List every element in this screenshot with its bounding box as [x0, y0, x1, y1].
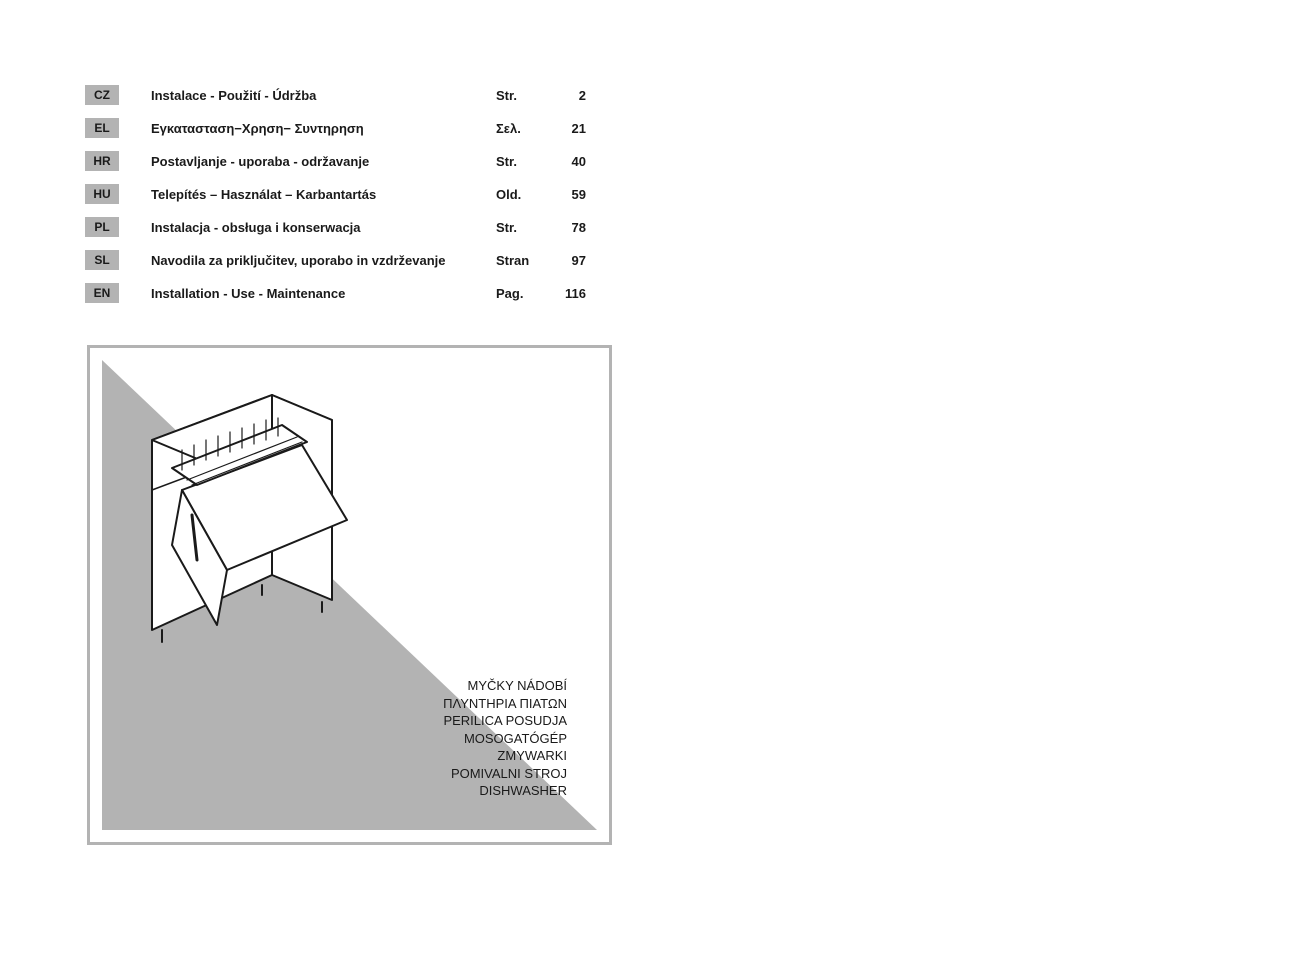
- lang-badge: SL: [85, 250, 119, 270]
- lang-badge: EN: [85, 283, 119, 303]
- toc-table: CZ Instalace - Použití - Údržba Str. 2 E…: [85, 85, 615, 316]
- toc-title: Instalacja - obsługa i konserwacja: [151, 220, 496, 235]
- toc-pagenum: 97: [551, 253, 586, 268]
- toc-title: Telepítés – Használat – Karbantartás: [151, 187, 496, 202]
- lang-badge: HR: [85, 151, 119, 171]
- product-name: POMIVALNI STROJ: [443, 765, 567, 783]
- product-name: MYČKY NÁDOBÍ: [443, 677, 567, 695]
- toc-title: Navodila za priključitev, uporabo in vzd…: [151, 253, 496, 268]
- toc-pagenum: 78: [551, 220, 586, 235]
- toc-pageword: Str.: [496, 154, 551, 169]
- product-name: ΠΛΥΝΤΗΡΙΑ ΠΙΑΤΩΝ: [443, 695, 567, 713]
- product-name: DISHWASHER: [443, 782, 567, 800]
- illustration-box: MYČKY NÁDOBÍ ΠΛΥΝΤΗΡΙΑ ΠΙΑΤΩΝ PERILICA P…: [87, 345, 612, 845]
- toc-title: Instalace - Použití - Údržba: [151, 88, 496, 103]
- toc-pageword: Str.: [496, 220, 551, 235]
- toc-row: PL Instalacja - obsługa i konserwacja St…: [85, 217, 615, 237]
- toc-row: EL Εγκατασταση−Χρηση− Συντηρηση Σελ. 21: [85, 118, 615, 138]
- toc-pageword: Pag.: [496, 286, 551, 301]
- toc-row: HU Telepítés – Használat – Karbantartás …: [85, 184, 615, 204]
- toc-pagenum: 59: [551, 187, 586, 202]
- toc-pagenum: 40: [551, 154, 586, 169]
- toc-pageword: Stran: [496, 253, 551, 268]
- lang-badge: EL: [85, 118, 119, 138]
- lang-badge: HU: [85, 184, 119, 204]
- product-names: MYČKY NÁDOBÍ ΠΛΥΝΤΗΡΙΑ ΠΙΑΤΩΝ PERILICA P…: [443, 677, 567, 800]
- toc-title: Installation - Use - Maintenance: [151, 286, 496, 301]
- lang-badge: PL: [85, 217, 119, 237]
- toc-pageword: Str.: [496, 88, 551, 103]
- toc-pageword: Old.: [496, 187, 551, 202]
- toc-title: Εγκατασταση−Χρηση− Συντηρηση: [151, 121, 496, 136]
- dishwasher-icon: [112, 370, 352, 665]
- toc-pagenum: 21: [551, 121, 586, 136]
- toc-pagenum: 116: [551, 286, 586, 301]
- toc-pagenum: 2: [551, 88, 586, 103]
- lang-badge: CZ: [85, 85, 119, 105]
- toc-row: EN Installation - Use - Maintenance Pag.…: [85, 283, 615, 303]
- product-name: ZMYWARKI: [443, 747, 567, 765]
- toc-row: SL Navodila za priključitev, uporabo in …: [85, 250, 615, 270]
- toc-row: CZ Instalace - Použití - Údržba Str. 2: [85, 85, 615, 105]
- toc-title: Postavljanje - uporaba - održavanje: [151, 154, 496, 169]
- product-name: PERILICA POSUDJA: [443, 712, 567, 730]
- toc-pageword: Σελ.: [496, 121, 551, 136]
- toc-row: HR Postavljanje - uporaba - održavanje S…: [85, 151, 615, 171]
- product-name: MOSOGATÓGÉP: [443, 730, 567, 748]
